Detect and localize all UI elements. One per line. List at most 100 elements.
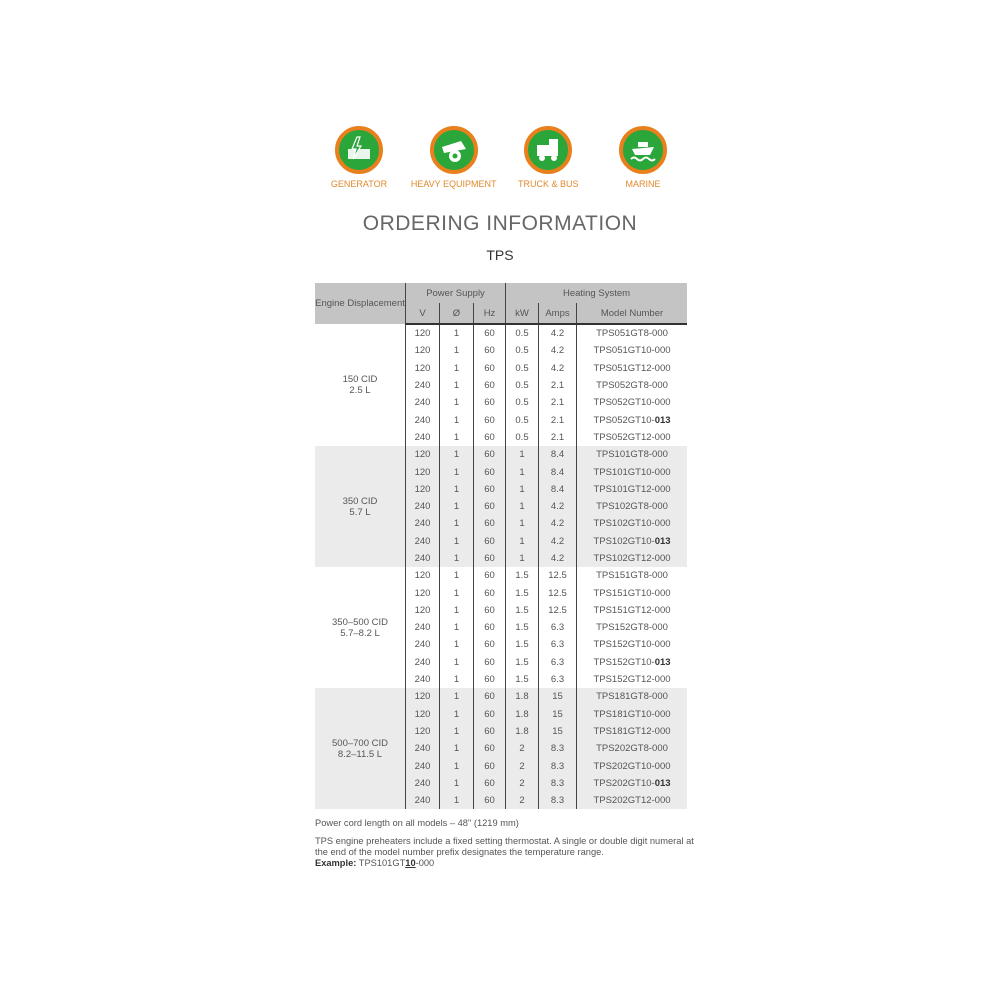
amps-cell: 4.2 [538, 324, 577, 343]
phase-cell: 1 [439, 549, 474, 568]
engine-line: 150 CID [342, 374, 378, 386]
amps-cell: 15 [538, 688, 577, 706]
hz-cell: 60 [473, 446, 506, 464]
kw-cell: 2 [505, 792, 539, 810]
v-cell: 120 [405, 359, 440, 377]
amps-cell: 4.2 [538, 359, 577, 377]
hz-cell: 60 [473, 515, 506, 533]
hz-cell: 60 [473, 705, 506, 723]
table-row: 240 1 60 1 4.2 TPS102GT12-000 [315, 549, 687, 568]
v-cell: 120 [405, 446, 440, 464]
kw-cell: 0.5 [505, 324, 539, 343]
v-cell: 240 [405, 774, 440, 793]
phase-cell: 1 [439, 532, 474, 550]
model-number-cell: TPS052GT12-000 [576, 428, 687, 447]
header-phase: Ø [439, 303, 474, 325]
model-number-cell: TPS152GT10-000 [576, 636, 687, 654]
v-cell: 120 [405, 705, 440, 723]
phase-cell: 1 [439, 636, 474, 654]
v-cell: 240 [405, 792, 440, 810]
kw-cell: 0.5 [505, 359, 539, 377]
table-row: 120 1 60 0.5 4.2 TPS051GT12-000 [315, 359, 687, 377]
table-row: 500–700 CID 8.2–11.5 L 120 1 60 1.8 15 TPS181GT… [315, 688, 687, 810]
v-cell: 240 [405, 497, 440, 516]
table-body: 150 CID 2.5 L 120 1 60 0.5 4.2 TPS051GT8-000 120… [315, 324, 687, 810]
model-number-cell: TPS202GT10-000 [576, 757, 687, 775]
amps-cell: 4.2 [538, 549, 577, 568]
amps-cell: 6.3 [538, 636, 577, 654]
v-cell: 240 [405, 428, 440, 447]
amps-cell: 2.1 [538, 376, 577, 395]
table-row: 240 1 60 1.5 6.3 TPS152GT12-000 [315, 670, 687, 689]
table-row: 240 1 60 0.5 2.1 TPS052GT8-000 [315, 376, 687, 395]
amps-cell: 12.5 [538, 601, 577, 620]
kw-cell: 1.8 [505, 688, 539, 706]
amps-cell: 6.3 [538, 653, 577, 671]
header-heating-system: Heating System [505, 283, 687, 303]
model-number-cell: TPS101GT10-000 [576, 463, 687, 481]
table-row: 120 1 60 1.5 12.5 TPS151GT10-000 [315, 584, 687, 602]
v-cell: 240 [405, 394, 440, 412]
phase-cell: 1 [439, 411, 474, 429]
table-row: 240 1 60 1 4.2 TPS102GT10-000 [315, 515, 687, 533]
table-row: 240 1 60 2 8.3 TPS202GT10-000 [315, 757, 687, 775]
v-cell: 120 [405, 688, 440, 706]
v-cell: 120 [405, 722, 440, 741]
phase-cell: 1 [439, 428, 474, 447]
table-row: 120 1 60 1.8 15 TPS181GT12-000 [315, 722, 687, 741]
truck-bus-item: TRUCK & BUS [504, 126, 592, 189]
hz-cell: 60 [473, 359, 506, 377]
phase-cell: 1 [439, 670, 474, 689]
header-v: V [405, 303, 440, 325]
kw-cell: 2 [505, 774, 539, 793]
hz-cell: 60 [473, 324, 506, 343]
table-row: 240 1 60 1.5 6.3 TPS152GT10-013 [315, 653, 687, 671]
table-row: 240 1 60 1 4.2 TPS102GT8-000 [315, 497, 687, 516]
phase-cell: 1 [439, 567, 474, 585]
generator-icon [335, 126, 383, 174]
kw-cell: 0.5 [505, 411, 539, 429]
amps-cell: 6.3 [538, 619, 577, 637]
v-cell: 120 [405, 480, 440, 498]
kw-cell: 1.5 [505, 567, 539, 585]
model-number-cell: TPS102GT12-000 [576, 549, 687, 568]
table-row: 240 1 60 0.5 2.1 TPS052GT10-013 [315, 411, 687, 429]
kw-cell: 0.5 [505, 394, 539, 412]
example-digits: 10 [405, 858, 416, 868]
v-cell: 120 [405, 463, 440, 481]
engine-line: 8.2–11.5 L [337, 748, 383, 760]
model-number-cell: TPS052GT10-000 [576, 394, 687, 412]
hz-cell: 60 [473, 480, 506, 498]
amps-cell: 2.1 [538, 428, 577, 447]
model-number-cell: TPS102GT8-000 [576, 497, 687, 516]
table-row: 240 1 60 2 8.3 TPS202GT8-000 [315, 740, 687, 758]
model-number-cell: TPS151GT8-000 [576, 567, 687, 585]
v-cell: 240 [405, 740, 440, 758]
hz-cell: 60 [473, 636, 506, 654]
marine-icon [618, 126, 667, 174]
model-number-cell: TPS052GT8-000 [576, 376, 687, 395]
amps-cell: 8.4 [538, 446, 577, 464]
model-number-cell: TPS202GT8-000 [576, 740, 687, 758]
v-cell: 240 [405, 411, 440, 429]
v-cell: 240 [405, 636, 440, 654]
hz-cell: 60 [473, 792, 506, 810]
v-cell: 120 [405, 324, 440, 343]
amps-cell: 15 [538, 722, 577, 741]
hz-cell: 60 [473, 376, 506, 395]
engine-line: 350 CID [342, 495, 378, 507]
amps-cell: 8.3 [538, 774, 577, 793]
v-cell: 120 [405, 601, 440, 620]
amps-cell: 12.5 [538, 584, 577, 602]
model-number-cell: TPS051GT10-000 [576, 342, 687, 360]
model-number-cell: TPS051GT12-000 [576, 359, 687, 377]
ordering-table: Engine Displacement Power Supply Heating… [315, 283, 687, 810]
amps-cell: 2.1 [538, 394, 577, 412]
header-engine: Engine Displacement [315, 283, 406, 324]
hz-cell: 60 [473, 601, 506, 620]
phase-cell: 1 [439, 497, 474, 516]
page-title: ORDERING INFORMATION [362, 212, 638, 235]
phase-cell: 1 [439, 463, 474, 481]
v-cell: 240 [405, 549, 440, 568]
header-power-supply: Power Supply [405, 283, 506, 303]
